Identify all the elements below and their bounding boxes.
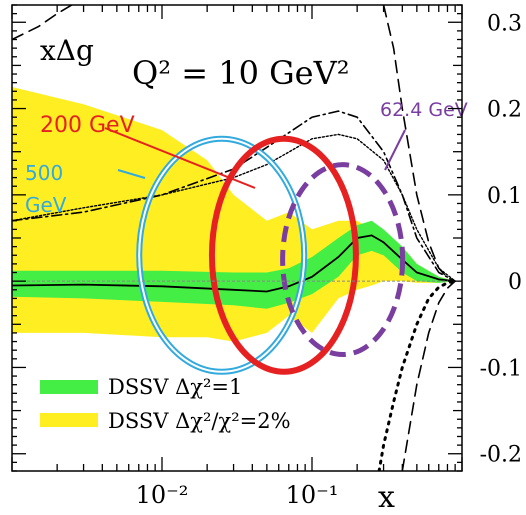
legend-swatch-2pct — [40, 413, 98, 427]
legend-swatch-dchi2-1 — [40, 380, 98, 394]
y-tick-label: 0.2 — [487, 98, 522, 123]
model-curve-dashed-3 — [382, 5, 456, 282]
label-624gev: 62.4 GeV — [380, 99, 468, 121]
model-curve-dashed-4 — [401, 280, 456, 471]
y-tick-label: 0.1 — [487, 184, 522, 209]
y-tick-label: 0 — [508, 270, 522, 295]
x-tick-label: 10⁻² — [136, 481, 189, 509]
model-curve-dashdot-0 — [12, 110, 456, 282]
pointer-624gev — [384, 129, 406, 171]
dssv-central-curve — [12, 234, 456, 293]
label-200gev: 200 GeV — [40, 113, 135, 138]
x-tick-label: 10⁻¹ — [286, 481, 339, 509]
label-500gev-line2: GeV — [25, 193, 67, 217]
y-axis-label: xΔg — [40, 34, 94, 67]
legend-label-dchi2-1: DSSV Δχ²=1 — [108, 375, 242, 399]
y-tick-label: 0.3 — [487, 11, 522, 36]
energy-ellipses-layer — [136, 135, 406, 375]
model-curve-dotted-fine-1 — [12, 133, 456, 282]
ellipse-200gev — [208, 135, 359, 375]
label-500gev-line1: 500 — [25, 161, 63, 185]
y-tick-label: -0.2 — [480, 443, 522, 468]
band-dchi2-1-layer — [12, 220, 456, 309]
pointer-200gev — [104, 127, 256, 189]
model-curve-dotted-5 — [377, 279, 457, 471]
pointer-500gev — [117, 169, 146, 179]
band-dchi2-1 — [12, 220, 456, 309]
ellipse-624gev — [280, 162, 406, 357]
model-curve-dashed-2 — [12, 5, 73, 41]
model-curves-layer — [12, 5, 457, 471]
legend-label-2pct: DSSV Δχ²/χ²=2% — [108, 409, 291, 433]
chart-title: Q² = 10 GeV² — [132, 54, 350, 92]
axis-ticks-layer: 10⁻² 10⁻¹ 0.3 0.2 0.1 0 -0.1 -0.2 — [11, 4, 522, 509]
ellipse-500gev-inner — [138, 137, 306, 373]
y-tick-label: -0.1 — [480, 356, 522, 381]
x-axis-label: x — [378, 480, 395, 515]
